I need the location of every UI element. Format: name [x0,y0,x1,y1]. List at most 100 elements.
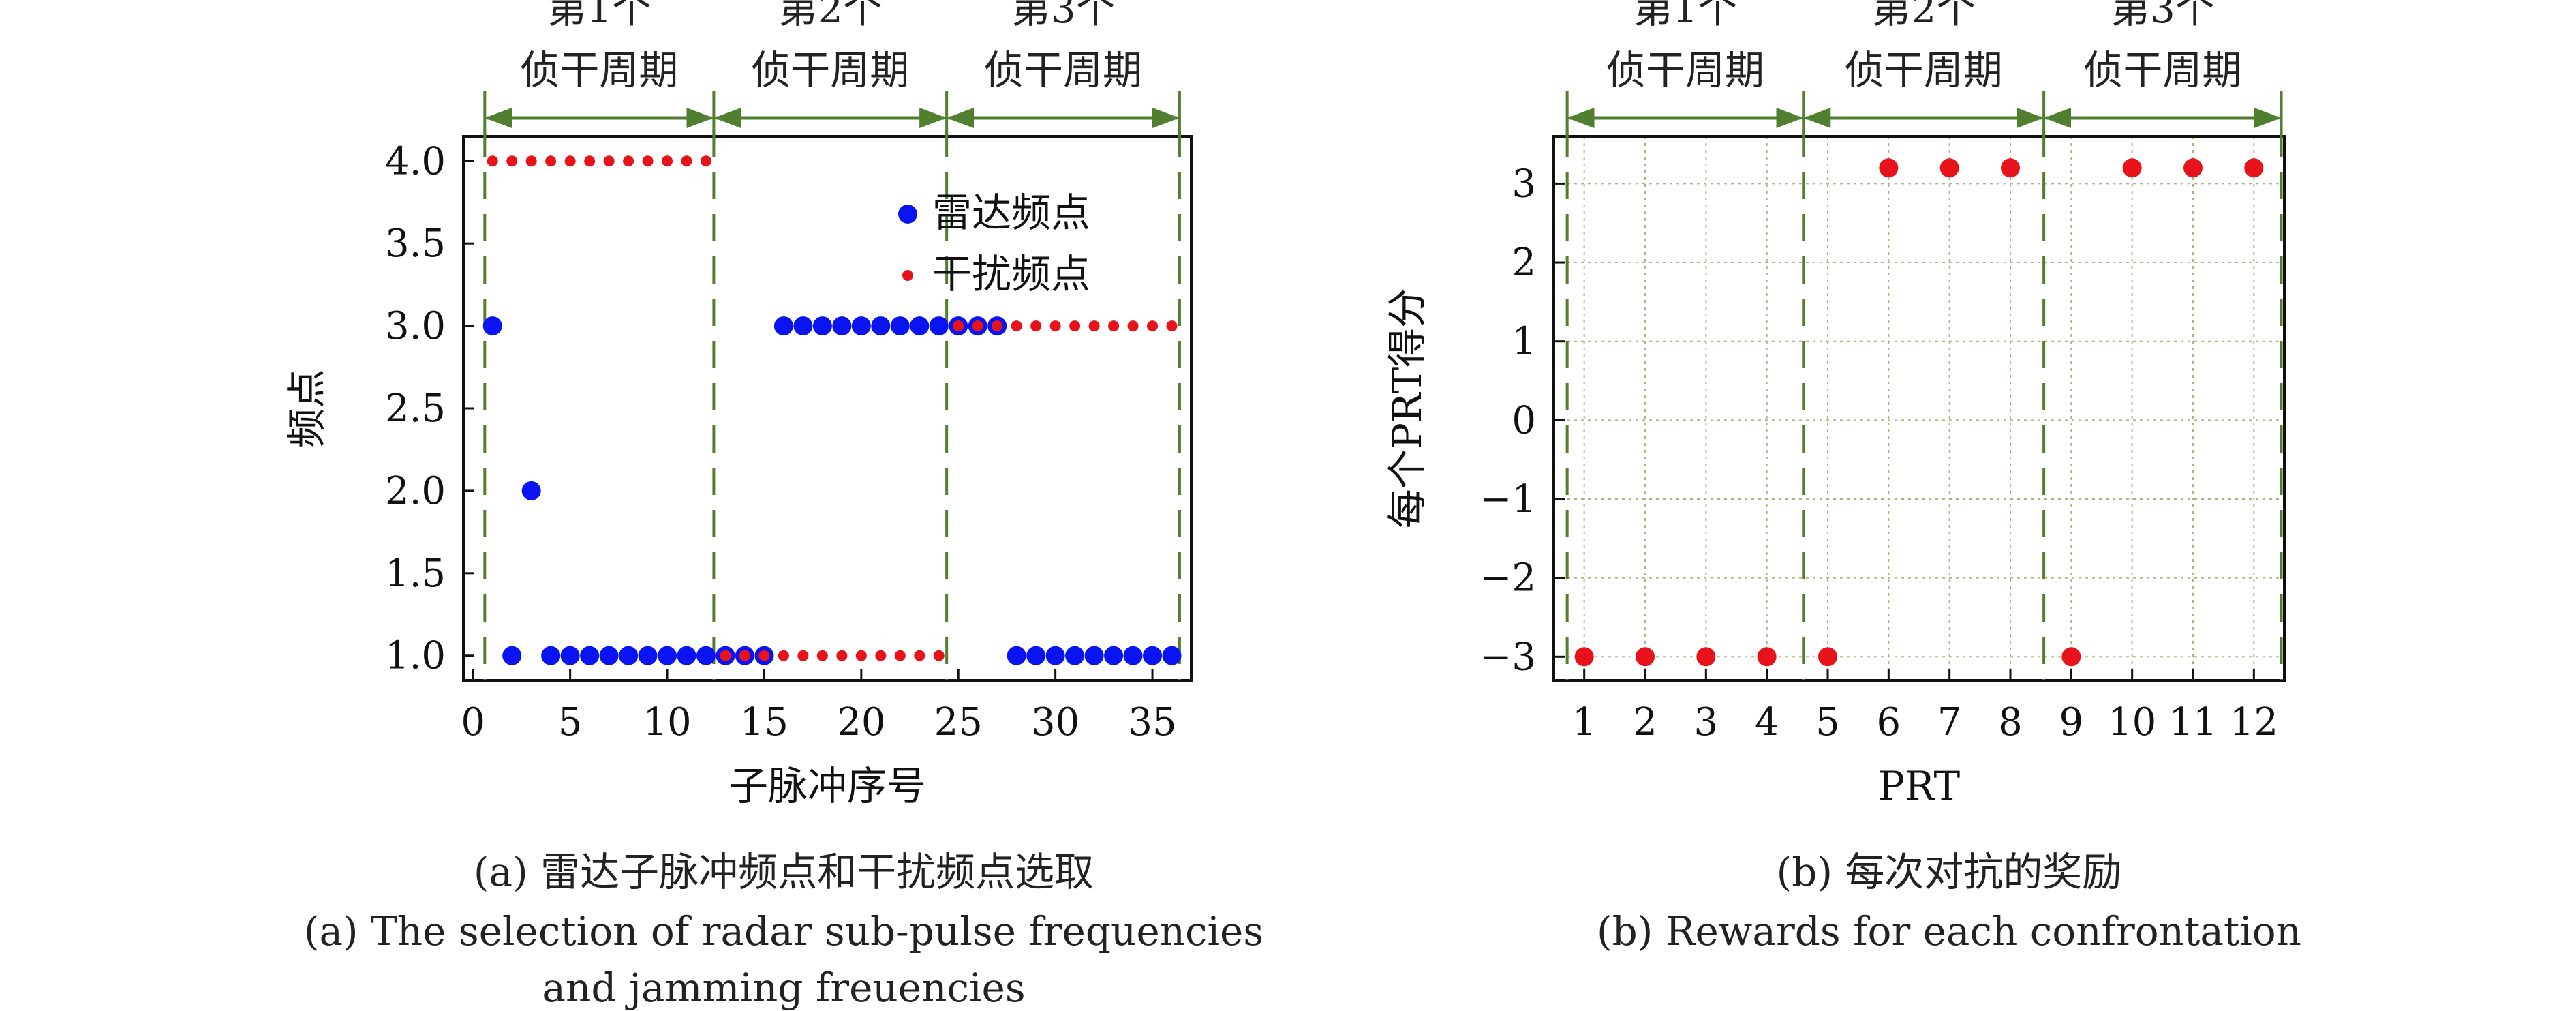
chart-a-series-1-point [953,320,964,332]
chart-a-period-label-line1: 第1个 [547,0,651,32]
chart-b-xaxis-label: PRT [1878,763,1961,809]
chart-a-series-1-point [623,155,634,167]
chart-a-xtick-label: 20 [837,700,885,744]
chart-a-series-1-point [720,650,731,661]
chart-a-xaxis-label: 子脉冲序号 [729,763,926,809]
chart-a-series-0-point [482,316,502,336]
chart-a-series-0-point [677,646,696,665]
chart-a-series-0-point [1162,646,1182,665]
chart-a-legend-label: 雷达频点 [932,190,1090,236]
chart-a-series-0-point [1007,646,1026,665]
chart-a-series-1-point [816,650,828,661]
chart-a-series-0-point [1123,646,1143,665]
chart-a-legend-label: 干扰频点 [932,251,1090,297]
chart-a-series-1-point [525,155,537,167]
chart-b-xtick-label: 1 [1572,700,1597,744]
chart-a-series-0-point [619,646,639,665]
chart-a-series-1-point [1147,320,1159,332]
chart-a-ytick-label: 1.0 [385,634,446,678]
chart-b-caption-cn: (b) 每次对抗的奖励 [1776,849,2122,895]
chart-a-series-1-point [992,320,1003,332]
chart-a-series-1-point [875,650,887,661]
chart-b-xtick-label: 11 [2168,700,2217,744]
chart-b-ytick-label: −1 [1479,477,1536,522]
chart-a-series-1-point [836,650,848,661]
chart-b-xtick-label: 9 [2059,700,2084,744]
chart-a-series-0-point [871,316,891,336]
chart-a-series-1-point [1108,320,1120,332]
chart-a-series-1-point [1049,320,1061,332]
chart-a-series-1-point [545,155,557,167]
chart-a-series-0-point [773,316,793,336]
chart-a-series-1-point [1127,320,1139,332]
chart-b-period-label-line1: 第1个 [1634,0,1738,32]
chart-a-xtick-label: 5 [558,700,583,744]
chart-a-series-0-point [1026,646,1046,665]
chart-a-ytick-label: 4.0 [385,139,446,183]
chart-a-series-0-point [521,481,541,500]
chart-a-series-1-point [1088,320,1100,332]
chart-a-caption-cn: (a) 雷达子脉冲频点和干扰频点选取 [473,849,1094,895]
chart-a-series-0-point [1084,646,1104,665]
chart-a-series-1-point [1030,320,1042,332]
chart-a-series-0-point [1065,646,1085,665]
chart-a-series-1-point [972,320,983,332]
chart-b-series-0-point [1574,647,1594,667]
chart-a-series-0-point [851,316,871,336]
chart-a-series-1-point [681,155,692,167]
chart-a-series-0-point [929,316,949,336]
chart-a-series-1-point [894,650,906,661]
chart-a-series-0-point [1143,646,1163,665]
chart-b-series-0-point [1939,158,1959,178]
chart-b-ytick-label: −3 [1479,635,1536,679]
chart-a-ytick-label: 3.5 [385,222,446,266]
chart-b-ytick-label: −2 [1479,556,1536,601]
chart-a-series-1-point [584,155,596,167]
chart-a-series-0-point [658,646,677,665]
chart-a-series-1-point [778,650,789,661]
chart-b-series-0-point [1636,647,1655,667]
chart-a-xtick-label: 35 [1128,700,1176,744]
chart-a-xtick-label: 15 [740,700,788,744]
chart-a-series-0-point [599,646,619,665]
chart-a-xtick-label: 30 [1031,700,1079,744]
chart-b-xtick-label: 10 [2108,700,2156,744]
chart-a-ytick-label: 3.0 [385,304,446,348]
chart-a-series-0-point [832,316,852,336]
chart-b-ytick-label: 2 [1512,241,1536,285]
chart-a-series-1-point [487,155,498,167]
chart-a-series-1-point [758,650,770,661]
chart-a-series-1-point [564,155,576,167]
chart-a-ytick-label: 2.5 [385,387,446,431]
chart-b-series-0-point [1879,158,1899,178]
chart-b-series-0-point [2061,647,2081,667]
chart-b-yaxis-label: 每个PRT得分 [1384,288,1430,528]
chart-b-xtick-label: 7 [1937,700,1962,744]
chart-b-caption-en-line1: (b) Rewards for each confrontation [1596,908,2302,954]
chart-a-legend-marker [902,270,913,281]
chart-a-period-label-line1: 第2个 [778,0,883,32]
chart-a-legend-marker [898,205,917,224]
chart-b-period-label-line2: 侦干周期 [2083,47,2241,93]
chart-a-yaxis-label: 频点 [283,369,330,448]
chart-a-series-1-point [855,650,867,661]
chart-a-series-0-point [812,316,832,336]
chart-a-xtick-label: 0 [461,700,485,744]
chart-a-series-0-point [696,646,716,665]
chart-a-series-1-point [797,650,809,661]
chart-a-series-0-point [1045,646,1065,665]
chart-b-xtick-label: 6 [1877,700,1901,744]
chart-b-xtick-label: 2 [1633,700,1657,744]
chart-a-series-0-point [541,646,561,665]
chart-a-series-0-point [560,646,580,665]
chart-a-series-1-point [642,155,654,167]
chart-a-series-0-point [890,316,910,336]
chart-a-series-1-point [701,155,711,167]
chart-b-series-0-point [1818,647,1837,667]
chart-a-series-1-point [1166,320,1178,332]
chart-b-period-label-line1: 第2个 [1871,0,1976,32]
chart-a-caption-en-line1: (a) The selection of radar sub-pulse fre… [303,908,1264,954]
chart-a-caption-en-line2: and jamming freuencies [542,965,1026,1011]
chart-a-series-0-point [1104,646,1124,665]
chart-b-ytick-label: 0 [1512,398,1536,442]
